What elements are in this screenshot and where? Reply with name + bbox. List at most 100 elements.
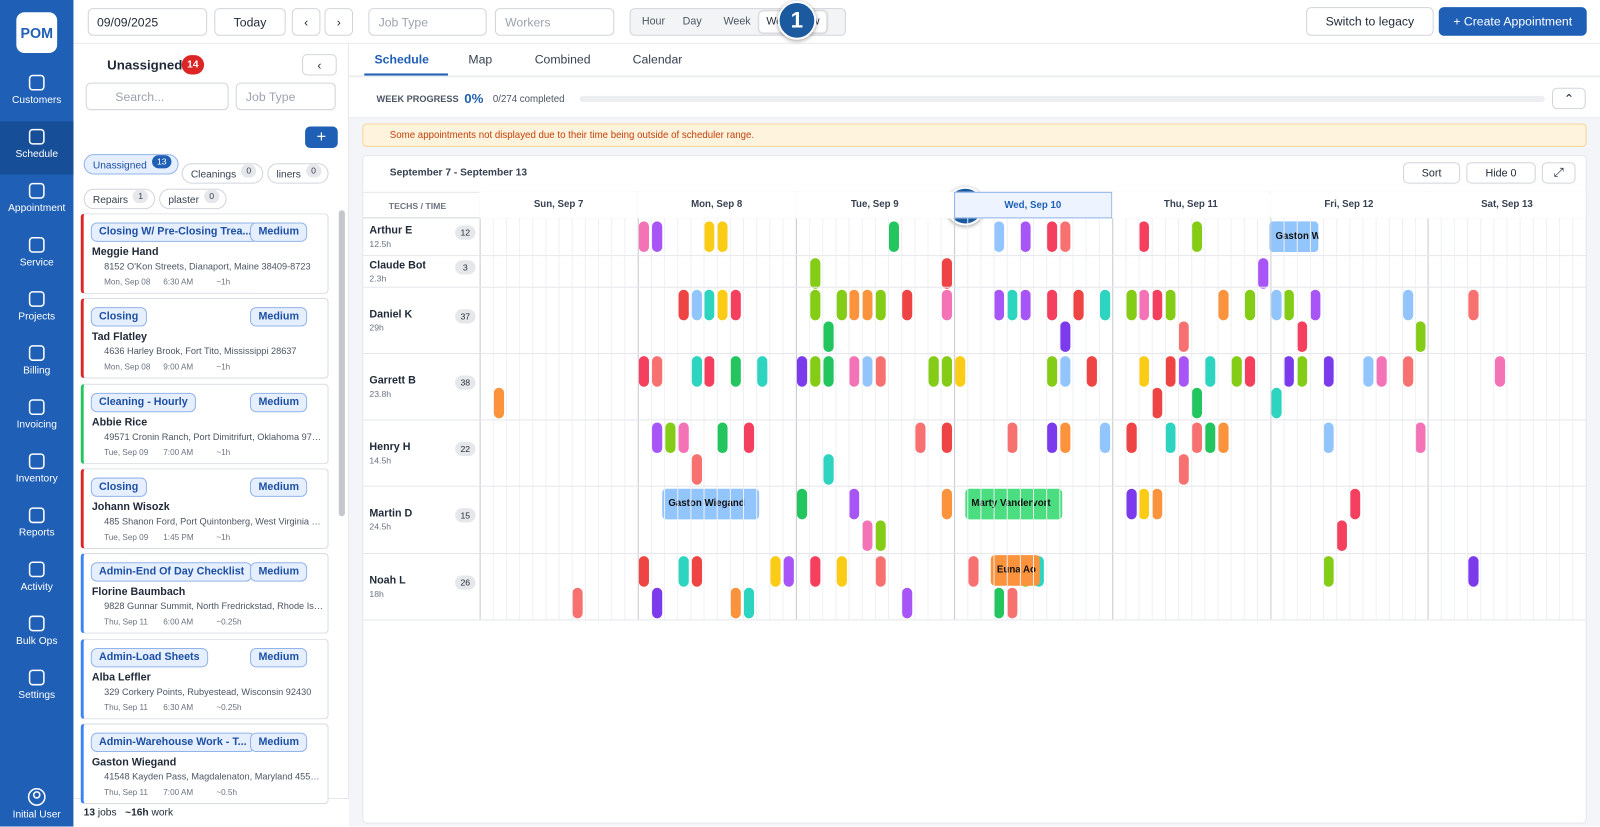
progress-completed: 0/274 completed xyxy=(492,93,565,106)
switch-legacy-button[interactable]: Switch to legacy xyxy=(1306,7,1434,36)
card-priority: Medium xyxy=(250,732,308,752)
view-option[interactable]: Day xyxy=(682,15,702,28)
nav-icon xyxy=(28,561,45,578)
appointment-card[interactable]: Closing Medium Johann Wisozk 485 Shanon For… xyxy=(80,468,329,549)
workers-text: Workers xyxy=(505,14,551,30)
day-column xyxy=(1269,191,1428,620)
filter-label: Cleanings xyxy=(190,169,237,181)
filter-chip[interactable]: Cleanings 0 xyxy=(181,163,264,184)
search-input[interactable]: Search... xyxy=(85,82,229,111)
filter-count: 0 xyxy=(204,189,220,204)
next-button[interactable]: › xyxy=(324,8,354,36)
card-address: 4636 Harley Brook, Fort Tito, Mississipp… xyxy=(104,346,297,357)
panel-job-type-text: Job Type xyxy=(245,89,296,104)
card-tag: Admin-Warehouse Work - T... xyxy=(90,732,255,752)
sidebar-item[interactable]: Projects xyxy=(0,284,73,337)
card-tag: Closing xyxy=(90,477,147,497)
sidebar-item[interactable]: Bulk Ops xyxy=(0,608,73,661)
add-button[interactable]: + xyxy=(305,126,338,148)
tab[interactable]: Map xyxy=(468,52,493,67)
work-count: ~16h xyxy=(125,807,149,819)
filter-chip[interactable]: liners 0 xyxy=(267,163,329,184)
appointment-card[interactable]: Admin-Load Sheets Medium Alba Leffler 329 C… xyxy=(80,638,329,719)
workers-select[interactable]: Workers xyxy=(494,8,615,36)
card-tag: Cleaning - Hourly xyxy=(90,392,196,412)
nav-icon xyxy=(28,345,45,361)
filter-chip[interactable]: Unassigned 13 xyxy=(83,154,179,175)
card-address: 329 Corkery Points, Rubyestead, Wisconsi… xyxy=(104,686,312,697)
filter-count: 13 xyxy=(151,155,172,169)
day-header: Fri, Sep 12 xyxy=(1269,191,1428,219)
nav-label: Billing xyxy=(23,365,51,377)
today-button[interactable]: Today xyxy=(214,8,286,36)
nav-icon xyxy=(28,507,45,524)
date-input[interactable]: 09/09/2025 xyxy=(87,8,208,36)
row-line xyxy=(363,419,1586,421)
card-name: Gaston Wiegand xyxy=(91,755,177,769)
sidebar-item[interactable]: Inventory xyxy=(0,446,73,499)
card-time: 7:00 AM xyxy=(163,787,194,797)
sidebar-item[interactable]: Reports xyxy=(0,500,73,553)
corner-label: TECHS / TIME xyxy=(388,201,447,212)
logo[interactable]: POM xyxy=(16,12,58,54)
sort-button[interactable]: Sort xyxy=(1403,162,1461,184)
nav-label: Appointment xyxy=(8,203,66,215)
sidebar-item[interactable]: Customers xyxy=(0,67,73,120)
tab[interactable]: Combined xyxy=(534,52,591,67)
card-address: 41548 Kayden Pass, Magdalenaton, Marylan… xyxy=(104,771,324,782)
sidebar-item[interactable]: Invoicing xyxy=(0,392,73,445)
date-text: 09/09/2025 xyxy=(96,14,159,30)
card-tag: Admin-End Of Day Checklist xyxy=(90,562,253,582)
job-type-select[interactable]: Job Type xyxy=(368,8,487,36)
prev-button[interactable]: ‹ xyxy=(291,8,321,36)
user-icon xyxy=(27,788,46,806)
tech-hours: 12.5h xyxy=(369,238,392,249)
sidebar-item[interactable]: Service xyxy=(0,230,73,283)
progress-percent: 0% xyxy=(464,90,484,107)
alert: Some appointments not displayed due to t… xyxy=(362,123,1587,147)
collapse-button[interactable]: ‹ xyxy=(302,54,337,76)
user-item[interactable]: Initial User xyxy=(0,782,73,827)
nav-icon xyxy=(28,399,45,416)
nav-icon xyxy=(28,182,45,199)
calendar-range: September 7 - September 13 xyxy=(389,167,528,179)
filter-count: 0 xyxy=(306,164,322,178)
create-button[interactable]: + Create Appointment xyxy=(1438,7,1587,36)
switch-legacy-text: Switch to legacy xyxy=(1325,14,1415,29)
tech-count: 12 xyxy=(455,225,476,240)
view-option[interactable]: Week xyxy=(723,15,751,28)
sidebar-item[interactable]: Schedule xyxy=(0,121,74,175)
tech-hours: 23.8h xyxy=(369,388,392,399)
filter-chip[interactable]: plaster 0 xyxy=(159,188,227,210)
appointment-card[interactable]: Closing W/ Pre-Closing Trea... Medium Megg… xyxy=(80,213,329,294)
view-option[interactable]: Hour xyxy=(641,15,666,28)
tab[interactable]: Schedule xyxy=(374,52,429,67)
tab[interactable]: Calendar xyxy=(632,52,683,67)
progress-toggle[interactable]: ⌃ xyxy=(1552,87,1586,110)
sidebar-item[interactable]: Billing xyxy=(0,338,73,391)
day-column xyxy=(953,191,1112,620)
filter-label: plaster xyxy=(168,194,199,207)
card-tag: Closing xyxy=(90,307,147,327)
sidebar-item[interactable]: Settings xyxy=(0,662,73,715)
sidebar-item[interactable]: Appointment xyxy=(0,176,73,229)
panel-job-type[interactable]: Job Type xyxy=(235,82,336,111)
sidebar-item[interactable]: Activity xyxy=(0,554,73,607)
filter-chip[interactable]: Repairs 1 xyxy=(83,188,156,210)
unassigned-title: Unassigned xyxy=(107,57,183,73)
card-time: 7:00 AM xyxy=(163,447,194,457)
appointment-card[interactable]: Cleaning - Hourly Medium Abbie Rice 49571 C… xyxy=(80,383,329,464)
appointment-card[interactable]: Closing Medium Tad Flatley 4636 Harley Broo… xyxy=(80,298,329,379)
nav-label: Invoicing xyxy=(16,419,57,431)
card-date: Mon, Sep 08 xyxy=(104,362,151,372)
expand-button[interactable]: ⤢ xyxy=(1541,162,1576,184)
tech-hours: 18h xyxy=(369,588,384,599)
card-date: Thu, Sep 11 xyxy=(104,702,148,712)
card-priority: Medium xyxy=(250,647,308,667)
nav-label: Schedule xyxy=(15,148,59,161)
nav-icon xyxy=(28,453,45,470)
appointment-card[interactable]: Admin-Warehouse Work - T... Medium Gaston … xyxy=(80,723,329,804)
hide-button[interactable]: Hide 0 xyxy=(1466,162,1536,184)
appointment-card[interactable]: Admin-End Of Day Checklist Medium Florine … xyxy=(80,553,329,634)
card-address: 49571 Cronin Ranch, Port Dimitrifurt, Ok… xyxy=(104,431,324,442)
